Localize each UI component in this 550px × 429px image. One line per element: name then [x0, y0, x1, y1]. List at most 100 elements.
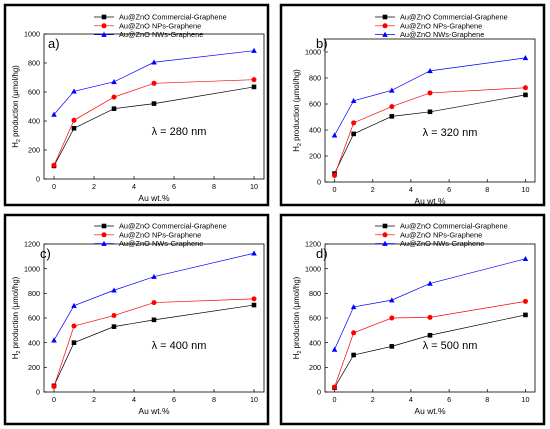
- data-point-s3-2: [71, 302, 77, 308]
- x-tick-label: 8: [485, 395, 489, 404]
- data-point-s3-4: [427, 280, 433, 286]
- x-tick-label: 4: [132, 395, 136, 404]
- data-point-s3-1: [51, 111, 57, 117]
- data-point-s1-2: [71, 340, 77, 345]
- panel-frame: [3, 213, 270, 426]
- data-point-s3-5: [522, 256, 529, 262]
- data-point-s2-3: [389, 315, 395, 321]
- data-point-s1-3: [111, 106, 117, 111]
- wavelength-annotation: λ = 400 nm: [152, 340, 207, 352]
- x-tick-label: 4: [409, 185, 413, 194]
- data-point-s3-4: [427, 68, 433, 74]
- legend-label: Au@ZnO Commercial-Graphene: [119, 222, 227, 231]
- panel-label: c): [40, 246, 51, 261]
- data-point-s1-2: [351, 131, 356, 137]
- y-tick-label: 800: [28, 59, 40, 68]
- data-point-s2-5: [522, 85, 528, 91]
- data-point-s1-5: [523, 312, 528, 318]
- panel-label: d): [316, 246, 328, 261]
- x-tick-label: 0: [52, 182, 56, 191]
- y-tick-label: 600: [28, 314, 40, 323]
- y-tick-label: 800: [309, 74, 321, 83]
- data-point-s2-4: [427, 90, 433, 96]
- data-point-s3-3: [389, 87, 395, 93]
- chart-panel-4: 0 200 400 600 800 1000 1200 0 2 4 6 8 10 Au wt.% H2 pr…: [279, 213, 546, 426]
- x-axis-label: Au wt.%: [414, 196, 446, 206]
- x-tick-label: 8: [212, 395, 216, 404]
- data-point-s2-1: [51, 162, 57, 168]
- chart-panel-2: 0 200 400 600 800 1000 0 2 4 6 8 10 Au wt.% H2 produc…: [279, 3, 546, 207]
- y-tick-label: 600: [309, 314, 321, 323]
- y-tick-label: 800: [28, 289, 40, 298]
- legend-label: Au@ZnO NPs-Graphene: [119, 21, 201, 30]
- legend-label: Au@ZnO NWs-Graphene: [119, 30, 203, 39]
- data-point-s2-3: [389, 104, 395, 110]
- legend-marker: [101, 232, 107, 238]
- x-tick-label: 6: [447, 395, 451, 404]
- data-point-s3-3: [111, 79, 117, 85]
- plot-area: [324, 38, 536, 183]
- x-tick-label: 2: [92, 182, 96, 191]
- data-point-s1-4: [427, 109, 433, 115]
- x-tick-label: 0: [333, 185, 337, 194]
- data-point-s3-1: [51, 337, 57, 343]
- y-tick-label: 200: [28, 363, 40, 372]
- legend-label: Au@ZnO Commercial-Graphene: [400, 13, 508, 22]
- panel-label: a): [48, 36, 60, 51]
- data-point-s1-4: [151, 317, 157, 323]
- legend-marker: [101, 240, 107, 246]
- y-tick-label: 0: [36, 175, 40, 184]
- y-tick-label: 200: [309, 363, 321, 372]
- x-tick-label: 4: [409, 395, 413, 404]
- legend-label: Au@ZnO NWs-Graphene: [119, 239, 203, 248]
- data-point-s1-4: [427, 332, 433, 338]
- y-axis-label: H2 production (μmol/hg): [292, 276, 303, 359]
- legend-marker: [382, 14, 388, 20]
- legend-marker: [382, 240, 388, 246]
- legend-marker: [101, 31, 107, 37]
- x-tick-label: 2: [371, 185, 375, 194]
- y-tick-label: 1200: [305, 240, 321, 249]
- data-point-s2-3: [111, 313, 117, 319]
- x-tick-label: 10: [521, 395, 529, 404]
- y-tick-label: 400: [309, 126, 321, 135]
- x-tick-label: 6: [172, 395, 176, 404]
- data-point-s2-2: [71, 117, 77, 123]
- y-tick-label: 0: [317, 388, 321, 397]
- y-tick-label: 400: [28, 117, 40, 126]
- legend-marker: [382, 232, 388, 238]
- wavelength-annotation: λ = 320 nm: [423, 127, 478, 139]
- data-point-s2-2: [351, 120, 357, 126]
- plot-area: [43, 33, 265, 180]
- panel-label: b): [316, 36, 328, 51]
- data-point-s1-5: [251, 84, 257, 90]
- data-point-s2-1: [51, 383, 57, 389]
- y-axis-label: H2 production (μmol/hg): [11, 276, 22, 359]
- chart-panel-3: 0 200 400 600 800 1000 1200 0 2 4 6 8 10 Au wt.% H2 pr…: [3, 213, 270, 426]
- legend-marker: [382, 23, 388, 29]
- data-point-s1-3: [389, 114, 395, 119]
- data-point-s1-4: [151, 101, 157, 106]
- legend-marker: [101, 223, 107, 229]
- y-tick-label: 200: [309, 152, 321, 161]
- chart-panel-1: 0 200 400 600 800 1000 0 2 4 6 8 10 Au wt.% H2 produc…: [3, 3, 270, 207]
- data-point-s2-4: [151, 80, 157, 86]
- x-tick-label: 8: [485, 185, 489, 194]
- x-tick-label: 10: [250, 182, 258, 191]
- x-tick-label: 10: [521, 185, 529, 194]
- data-point-s3-5: [251, 47, 257, 53]
- wavelength-annotation: λ = 500 nm: [423, 340, 478, 352]
- legend-label: Au@ZnO Commercial-Graphene: [119, 13, 227, 22]
- data-point-s2-1: [332, 173, 338, 178]
- y-tick-label: 400: [309, 338, 321, 347]
- data-point-s3-2: [350, 304, 357, 310]
- data-point-s2-5: [522, 298, 528, 304]
- data-point-s2-4: [427, 314, 433, 320]
- data-point-s3-3: [389, 297, 395, 303]
- legend-marker: [382, 31, 388, 37]
- legend-label: Au@ZnO NWs-Graphene: [400, 30, 484, 39]
- x-tick-label: 8: [212, 182, 216, 191]
- y-tick-label: 1000: [305, 264, 321, 273]
- x-tick-label: 2: [92, 395, 96, 404]
- data-point-s2-5: [251, 77, 257, 83]
